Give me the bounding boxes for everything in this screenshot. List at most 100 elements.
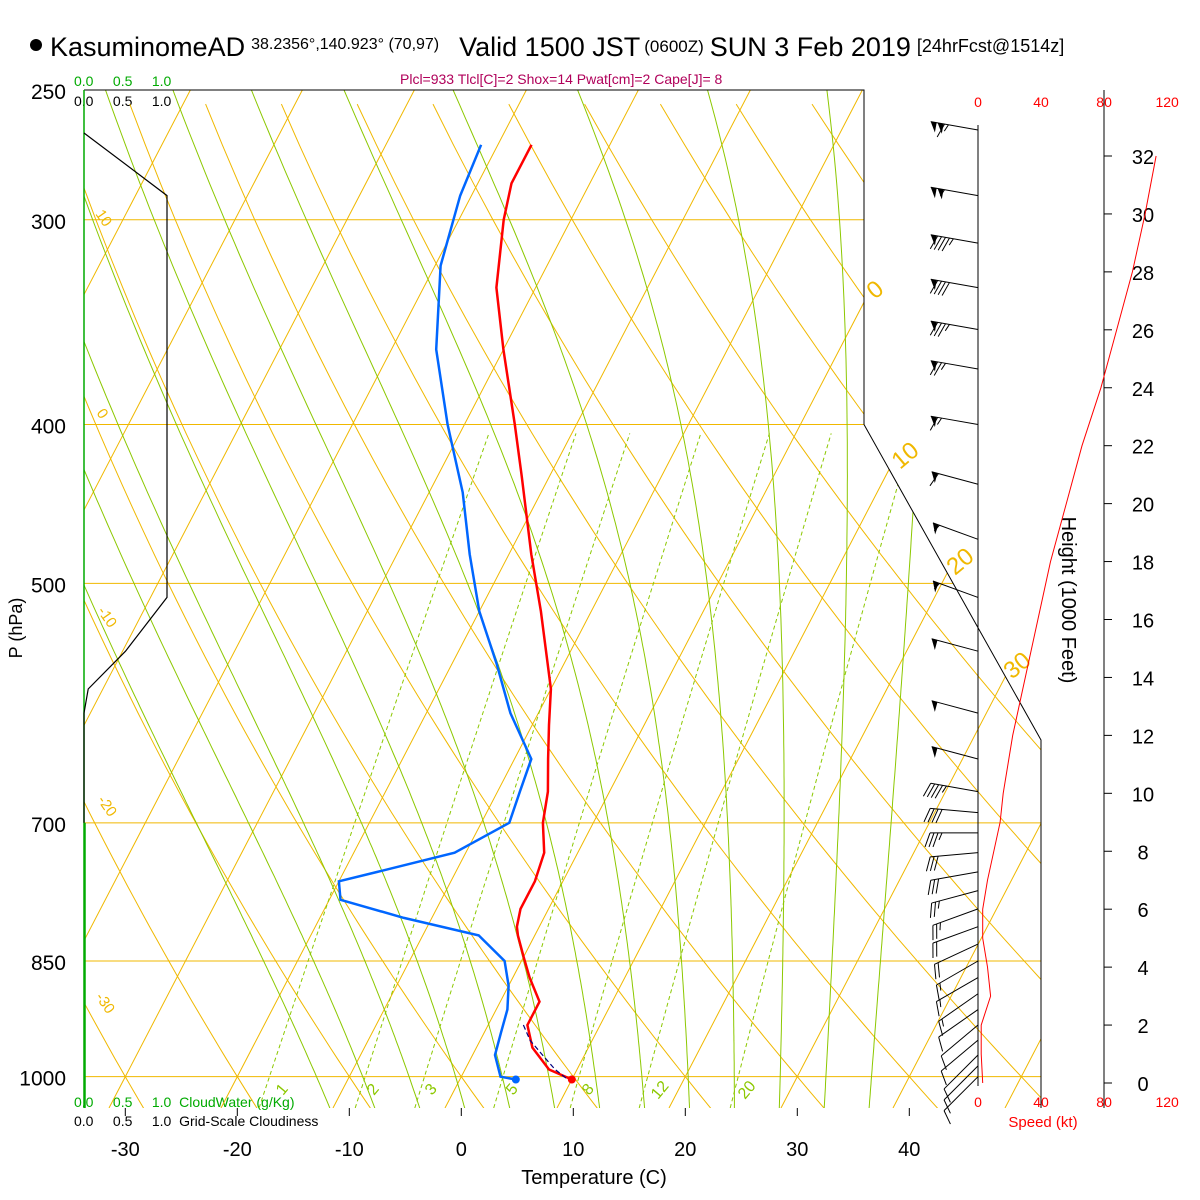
wind-barb-staff	[932, 908, 979, 926]
dry-adiabat-line	[356, 103, 1041, 1108]
wind-barb	[932, 580, 979, 598]
temperature-tick-label: 20	[674, 1139, 696, 1161]
wind-barb-half-feather	[941, 785, 947, 793]
wind-barb	[943, 1054, 979, 1103]
cloudwater-top-tick: 1.0	[151, 73, 172, 89]
dewpoint-profile-line	[337, 144, 533, 1081]
speed-axis-title: Speed (kt)	[1008, 1114, 1077, 1131]
wind-barb-staff	[940, 1039, 979, 1072]
wind-barb-staff	[930, 278, 979, 289]
wind-barb-feather	[929, 473, 939, 487]
wind-barb-feather	[937, 323, 946, 337]
plot-frame-right	[84, 89, 1042, 1108]
wind-barb-flag	[931, 700, 938, 712]
parcel-path-line	[522, 1024, 569, 1080]
surface-temperature-marker	[567, 1075, 576, 1084]
dry-adiabat-line	[735, 103, 1041, 1108]
pressure-tick-label: 400	[31, 416, 66, 439]
dry-adiabat-label: -30	[92, 990, 118, 1018]
isotherm-line	[668, 90, 1041, 1108]
wind-barb-flag	[930, 279, 937, 291]
moist-adiabat-line	[452, 90, 691, 1108]
wind-barb-half-feather	[936, 417, 942, 425]
wind-barb-feather	[924, 832, 931, 848]
moist-adiabat-line	[823, 90, 848, 1108]
wind-barb	[938, 1009, 979, 1052]
cloudwater-top-tick: 0.0	[74, 73, 94, 89]
speed-tick-label-top: 120	[1155, 94, 1179, 110]
wind-barb-feather	[927, 880, 932, 895]
wind-barb-feather	[929, 417, 939, 431]
wind-barb	[929, 320, 979, 337]
speed-tick-label-top: 40	[1033, 94, 1049, 110]
height-tick-label: 2	[1137, 1016, 1148, 1038]
dry-adiabat-line	[84, 103, 146, 1108]
wind-barb-staff	[932, 926, 979, 944]
wind-barb-feather	[931, 808, 939, 823]
height-tick-label: 0	[1137, 1074, 1148, 1096]
isotherm-line	[1117, 90, 1200, 1108]
mixing-ratio-label: 2	[364, 1081, 383, 1099]
mixing-ratio-label: 3	[422, 1081, 441, 1099]
temperature-profile-line	[495, 144, 573, 1081]
mixing-ratio-line	[354, 433, 577, 1108]
height-tick-label: 20	[1132, 495, 1154, 517]
wind-barb	[935, 960, 979, 1000]
wind-barb-flag	[937, 188, 944, 200]
station-name: KasuminomeAD	[50, 32, 246, 62]
wind-barb-staff	[938, 1009, 979, 1038]
speed-tick-label-bottom: 0	[974, 1094, 982, 1110]
wind-barb	[933, 943, 979, 980]
pressure-tick-label: 1000	[19, 1068, 66, 1091]
speed-tick-label-bottom: 120	[1155, 1094, 1179, 1110]
dry-adiabat-line	[280, 103, 941, 1108]
wind-barb-feather	[935, 809, 943, 824]
cloudwater-axis-label: CloudWater (g/Kg)	[179, 1094, 295, 1110]
wind-barb-staff	[932, 580, 979, 598]
wind-barb-feather	[937, 962, 941, 978]
wind-barb-feather	[943, 1099, 951, 1114]
wind-barb	[938, 993, 979, 1036]
wind-barb-flag	[931, 471, 938, 484]
wind-barb	[923, 807, 979, 824]
cloudwater-bottom-tick: 1.0	[151, 1094, 172, 1110]
moist-adiabat-label: 0	[862, 275, 890, 304]
wind-barb-flag	[930, 416, 937, 428]
mixing-ratio-line	[414, 433, 631, 1108]
pressure-tick-label: 250	[31, 81, 66, 104]
cloudiness-bottom-axis: 0.0 0.5 1.0 Grid-Scale Cloudiness	[74, 1113, 318, 1129]
wind-barb-feather	[922, 783, 932, 797]
wind-barb-half-feather	[937, 900, 940, 909]
dry-adiabat-label: 10	[92, 207, 115, 230]
temperature-tick-label: -10	[335, 1139, 364, 1161]
wind-barb-feather	[929, 322, 939, 336]
wind-barb-half-feather	[933, 583, 940, 590]
moist-adiabat-line	[868, 90, 929, 1108]
wind-barb-flag	[930, 234, 937, 246]
wind-barb-half-feather	[939, 999, 942, 1008]
isotherm-line	[892, 90, 1041, 1108]
dry-adiabat-line	[1115, 104, 1200, 1111]
speed-tick-label-top: 0	[974, 94, 982, 110]
station-coords: 38.2356°,140.923° (70,97)	[251, 36, 440, 53]
moist-adiabat-label: 10	[887, 437, 925, 475]
wind-barb-staff	[930, 186, 979, 197]
background-lines	[84, 90, 1200, 1111]
wind-barb-half-feather	[944, 324, 950, 332]
wind-barb-flag	[930, 360, 937, 372]
height-tick-label: 22	[1132, 437, 1154, 459]
moist-adiabat-line	[84, 90, 422, 1108]
wind-barb-feather	[933, 280, 942, 295]
valid-date: SUN 3 Feb 2019	[709, 32, 911, 62]
wind-barb-staff	[936, 977, 979, 1002]
cloudwater-bottom-axis: 0.0 0.5 1.0 CloudWater (g/Kg)	[74, 1094, 295, 1110]
station-dot-icon	[30, 39, 42, 51]
height-tick-label: 10	[1132, 784, 1154, 806]
wind-barb-feather	[923, 808, 931, 823]
wind-barb-staff	[930, 121, 979, 131]
dry-adiabat-line	[508, 103, 1041, 1108]
wind-barb	[935, 977, 979, 1017]
moist-adiabat-line	[707, 90, 785, 1108]
pressure-tick-label: 850	[31, 952, 66, 975]
